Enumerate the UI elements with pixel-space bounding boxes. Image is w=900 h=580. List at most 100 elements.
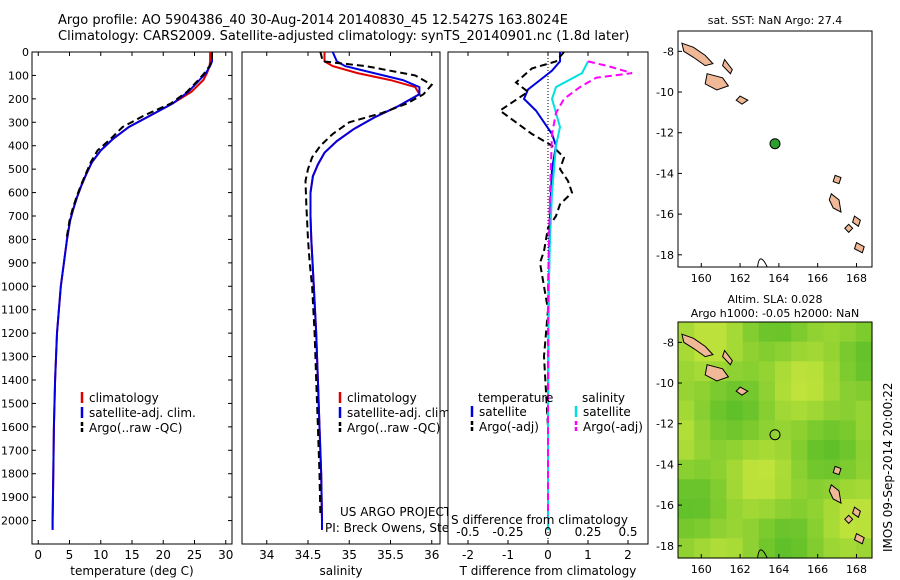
sla-cell xyxy=(758,499,776,520)
salinity-series xyxy=(304,51,434,530)
sla-cell xyxy=(758,479,776,500)
y-tick-label: 1100 xyxy=(1,304,29,317)
map-x-tick-label: 162 xyxy=(730,272,751,285)
project-label: US ARGO PROJECT xyxy=(340,505,452,519)
sla-map-panel: Altim. SLA: 0.028 Argo h1000: -0.05 h200… xyxy=(656,293,873,576)
y-tick-label: 1000 xyxy=(1,280,29,293)
s-tick-label: 0.25 xyxy=(575,525,602,539)
sla-cell xyxy=(742,479,760,500)
sla-cell xyxy=(758,341,776,362)
map-x-tick-label: 168 xyxy=(846,563,867,576)
sla-cell xyxy=(694,479,711,500)
map-x-tick-label: 166 xyxy=(807,272,828,285)
legend-title-salinity: salinity xyxy=(582,391,625,405)
sla-cell xyxy=(823,440,841,461)
sla-cell xyxy=(678,538,695,559)
sla-cell xyxy=(855,322,873,343)
sla-cell xyxy=(839,518,857,539)
sla-cell xyxy=(807,479,825,500)
sst-map-ticks: 160 162 164 166 168 -8 -10 -12 -14 -16 -18 xyxy=(656,45,867,285)
sla-cell xyxy=(807,420,825,441)
sla-cell xyxy=(855,518,873,539)
temperature-plot-frame xyxy=(31,51,233,545)
x-tick-label: 10 xyxy=(93,548,108,562)
sla-cell xyxy=(823,381,841,402)
sla-cell xyxy=(791,400,808,421)
map-x-tick-label: 168 xyxy=(846,272,867,285)
x-tick-label: 35.5 xyxy=(377,548,404,562)
sla-cell xyxy=(694,499,711,520)
sla-cell xyxy=(791,322,808,343)
island xyxy=(832,174,842,185)
salinity-panel: 34 34.5 35 35.5 36 salinity climatologysatel… xyxy=(241,51,593,578)
sla-cell xyxy=(710,518,728,539)
sla-cell xyxy=(726,341,744,362)
sla-cell xyxy=(742,361,760,382)
sla-cell xyxy=(839,459,857,480)
island xyxy=(704,73,730,91)
sla-cell xyxy=(726,479,744,500)
sla-cell xyxy=(678,420,695,441)
island xyxy=(722,58,733,75)
sst-map-title: sat. SST: NaN Argo: 27.4 xyxy=(708,14,842,27)
x-tick-label: 25 xyxy=(187,548,202,562)
y-tick-label: 1800 xyxy=(1,468,29,481)
y-tick-label: 100 xyxy=(8,69,29,82)
sla-cell xyxy=(807,400,825,421)
map-y-tick-label: -8 xyxy=(663,336,674,349)
difference-panel: -2 -1 0 1 2 -0.5 -0.25 0 0.25 0.5 T difference fr… xyxy=(447,51,649,578)
sla-cell xyxy=(678,361,695,382)
legend-label: satellite xyxy=(479,405,527,419)
temperature-x-ticks: 0 5 10 15 20 25 30 xyxy=(34,52,233,562)
sla-cell xyxy=(807,361,825,382)
sla-cell xyxy=(742,499,760,520)
sla-cell xyxy=(742,459,760,480)
x-tick-label: 36 xyxy=(424,548,439,562)
map-x-tick-label: 160 xyxy=(691,563,712,576)
sla-cell xyxy=(742,420,760,441)
legend-label: Argo(-adj) xyxy=(583,420,643,434)
salinity-x-label: salinity xyxy=(319,564,362,578)
sla-cell xyxy=(710,400,728,421)
map-x-tick-label: 164 xyxy=(768,272,789,285)
s-tick-label: -0.5 xyxy=(456,525,479,539)
map-y-tick-label: -14 xyxy=(656,167,674,180)
sla-cell xyxy=(823,322,841,343)
salinity-x-ticks: 34 34.5 35 35.5 36 xyxy=(259,52,439,562)
sla-cell xyxy=(758,381,776,402)
sla-cell xyxy=(855,400,873,421)
map-x-tick-label: 164 xyxy=(768,563,789,576)
sla-cell xyxy=(710,322,728,343)
sla-cell xyxy=(758,440,776,461)
sla-cell xyxy=(807,459,825,480)
sla-cell xyxy=(678,479,695,500)
y-tick-label: 1500 xyxy=(1,397,29,410)
sla-cell xyxy=(710,440,728,461)
island xyxy=(735,386,749,396)
y-tick-label: 400 xyxy=(8,140,29,153)
sla-cell xyxy=(726,381,744,402)
sla-cell xyxy=(726,459,744,480)
legend-label: Argo(..raw -QC) xyxy=(347,421,440,435)
sla-cell xyxy=(710,538,728,559)
x-tick-label: 30 xyxy=(218,548,233,562)
map-y-tick-label: -10 xyxy=(656,86,674,99)
legend-label: climatology xyxy=(89,391,159,405)
y-tick-label: 1600 xyxy=(1,421,29,434)
island xyxy=(828,192,842,214)
sla-cell xyxy=(807,341,825,362)
y-tick-label: 2000 xyxy=(1,515,29,528)
sla-cell xyxy=(726,518,744,539)
sla-cell xyxy=(839,499,857,520)
temperature-series xyxy=(51,52,213,530)
map-y-tick-label: -16 xyxy=(656,208,674,221)
sla-cell xyxy=(775,538,792,559)
sla-cell xyxy=(791,440,808,461)
figure-title-line2: Climatology: CARS2009. Satellite-adjuste… xyxy=(58,29,630,44)
island xyxy=(681,42,714,67)
sla-map-title1: Altim. SLA: 0.028 xyxy=(727,293,822,306)
y-tick-label: 800 xyxy=(8,233,29,246)
island xyxy=(832,465,842,476)
sla-cell xyxy=(758,518,776,539)
